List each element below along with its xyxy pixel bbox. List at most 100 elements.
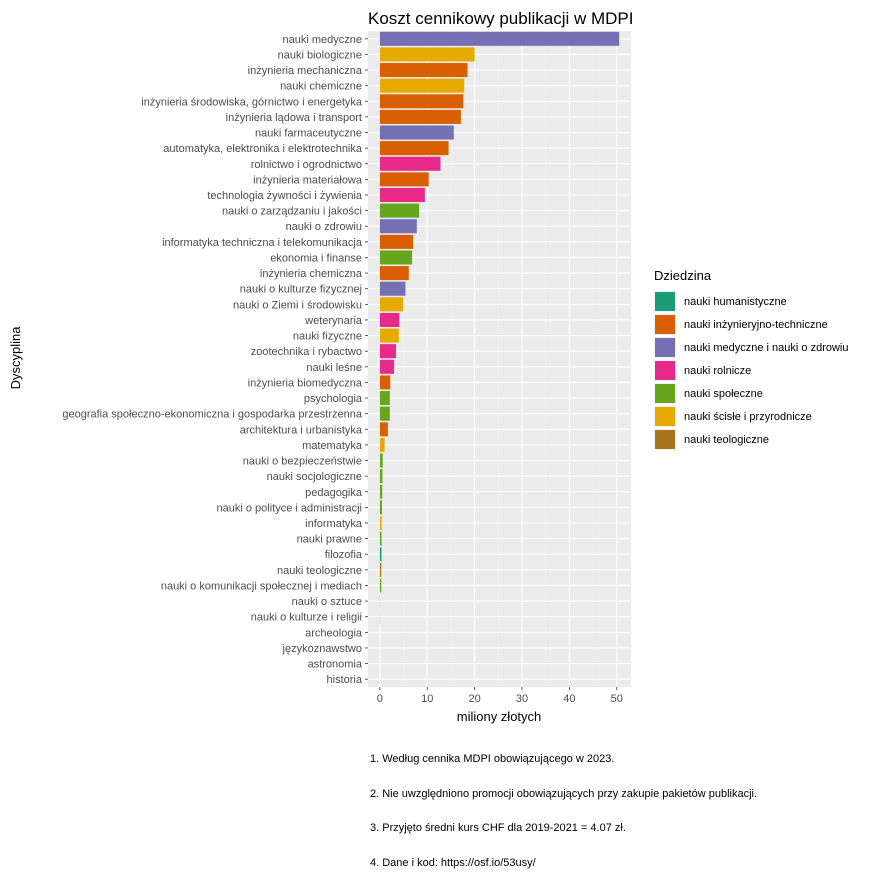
category-label: filozofia [325, 549, 363, 561]
bar [380, 360, 394, 374]
category-label: inżynieria chemiczna [260, 268, 363, 280]
chart-title: Koszt cennikowy publikacji w MDPI [368, 9, 633, 28]
bar [380, 94, 463, 108]
x-tick-label: 30 [516, 693, 528, 705]
category-label: inżynieria lądowa i transport [226, 112, 362, 124]
bar [380, 47, 475, 61]
x-tick-label: 20 [468, 693, 480, 705]
category-label: automatyka, elektronika i elektrotechnik… [163, 143, 363, 155]
category-label: nauki farmaceutyczne [255, 128, 362, 140]
bar [380, 563, 381, 577]
bar [380, 32, 619, 46]
category-label: ekonomia i finanse [270, 252, 362, 264]
legend-label: nauki humanistyczne [684, 296, 787, 308]
x-axis-ticks: 0 10 20 30 40 50 [377, 687, 623, 705]
bar [380, 172, 429, 186]
bar [380, 516, 382, 530]
bar [380, 500, 382, 514]
category-label: nauki socjologiczne [267, 471, 362, 483]
category-label: inżynieria środowiska, górnictwo i energ… [141, 96, 363, 108]
category-label: archeologia [305, 627, 363, 639]
category-label: astronomia [308, 659, 363, 671]
category-label: nauki o komunikacji społecznej i mediach [161, 580, 362, 592]
note-1: 1. Według cennika MDPI obowiązującego w … [370, 754, 757, 766]
bar [380, 469, 383, 483]
bar [380, 578, 381, 592]
bar-chart: Koszt cennikowy publikacji w MDPI nauki … [0, 0, 874, 788]
category-label: zootechnika i rybactwo [251, 346, 362, 358]
category-label: informatyka [305, 518, 363, 530]
category-label: matematyka [302, 440, 363, 452]
x-tick-label: 50 [611, 693, 623, 705]
category-label: nauki o zarządzaniu i jakości [222, 206, 362, 218]
bar [380, 204, 419, 218]
category-label: nauki fizyczne [293, 331, 362, 343]
bar [380, 453, 383, 467]
bar [380, 422, 388, 436]
legend-swatch [655, 407, 675, 426]
category-label: nauki o zdrowiu [286, 221, 362, 233]
bar [380, 157, 441, 171]
bar [380, 141, 449, 155]
note-3: 3. Przyjęto średni kurs CHF dla 2019-202… [370, 823, 757, 835]
note-2: 2. Nie uwzględniono promocji obowiązując… [370, 789, 757, 801]
bar [380, 532, 382, 546]
category-label: technologia żywności i żywienia [207, 190, 363, 202]
bar [380, 344, 396, 358]
legend-swatch [655, 430, 675, 449]
bar [380, 438, 385, 452]
bar [380, 125, 454, 139]
legend-swatch [655, 384, 675, 403]
category-label: geografia społeczno-ekonomiczna i gospod… [62, 409, 363, 421]
legend-title: Dziedzina [654, 268, 712, 283]
bar [380, 329, 399, 343]
y-axis-title: Dyscyplina [8, 326, 23, 390]
category-label: pedagogika [305, 487, 363, 499]
category-label: rolnictwo i ogrodnictwo [251, 159, 362, 171]
chart-notes: 1. Według cennika MDPI obowiązującego w … [370, 731, 757, 881]
legend-label: nauki teologiczne [684, 434, 769, 446]
bar [380, 63, 468, 77]
bar [380, 407, 390, 421]
x-axis-title: miliony złotych [457, 709, 542, 724]
x-tick-label: 0 [377, 693, 383, 705]
category-label: nauki prawne [297, 534, 362, 546]
category-label: informatyka techniczna i telekomunikacja [162, 237, 363, 249]
legend-label: nauki medyczne i nauki o zdrowiu [684, 342, 848, 354]
bar [380, 266, 409, 280]
x-tick-label: 40 [563, 693, 575, 705]
bar [380, 188, 425, 202]
bar [380, 219, 417, 233]
category-label: nauki medyczne [283, 34, 363, 46]
legend-swatch [655, 361, 675, 380]
category-label: nauki o kulturze fizycznej [240, 284, 362, 296]
bar [380, 375, 390, 389]
category-label: psychologia [304, 393, 363, 405]
category-label: nauki o kulturze i religii [251, 612, 362, 624]
category-label: architektura i urbanistyka [240, 424, 363, 436]
bar [380, 235, 413, 249]
legend-label: nauki ścisłe i przyrodnicze [684, 411, 812, 423]
bar [380, 282, 406, 296]
category-label: nauki teologiczne [277, 565, 362, 577]
x-tick-label: 10 [421, 693, 433, 705]
category-label: nauki o sztuce [292, 596, 362, 608]
legend-swatch [655, 315, 675, 334]
category-label: językoznawstwo [282, 643, 362, 655]
category-label: historia [327, 674, 363, 686]
category-label: inżynieria materiałowa [253, 174, 363, 186]
bar [380, 250, 412, 264]
category-label: nauki o polityce i administracji [216, 502, 362, 514]
category-label: nauki o Ziemi i środowisku [233, 299, 362, 311]
legend-label: nauki społeczne [684, 388, 763, 400]
bar [380, 79, 464, 93]
bar [380, 313, 399, 327]
category-label: inżynieria biomedyczna [248, 377, 363, 389]
category-label: inżynieria mechaniczna [248, 65, 363, 77]
category-label: weterynaria [304, 315, 363, 327]
bar [380, 485, 382, 499]
category-label: nauki chemiczne [280, 81, 362, 93]
legend-label: nauki rolnicze [684, 365, 751, 377]
